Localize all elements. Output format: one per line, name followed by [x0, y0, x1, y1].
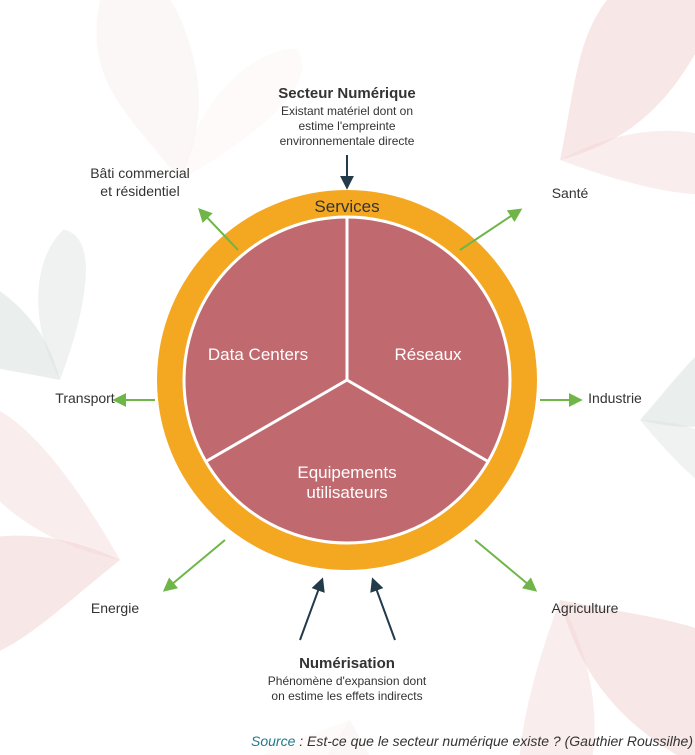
segment-label: Data Centers — [208, 345, 308, 364]
outward-sector-label: Transport — [0, 390, 175, 408]
source-citation: Source : Est-ce que le secteur numérique… — [251, 733, 693, 749]
outward-sector-label: Agriculture — [495, 600, 675, 618]
outward-sector-label: Bâti commercialet résidentiel — [50, 165, 230, 200]
bottom-annotation: NumérisationPhénomène d'expansion donton… — [227, 655, 467, 704]
pie-chart — [157, 190, 537, 570]
source-prefix: Source — [251, 733, 295, 749]
segment-label: Equipementsutilisateurs — [297, 463, 396, 502]
top-annotation: Secteur NumériqueExistant matériel dont … — [227, 85, 467, 149]
services-label: Services — [314, 197, 379, 216]
source-text: : Est-ce que le secteur numérique existe… — [295, 733, 693, 749]
outward-sector-label: Industrie — [525, 390, 695, 408]
segment-label: Réseaux — [394, 345, 462, 364]
outward-sector-label: Santé — [480, 185, 660, 203]
outward-sector-label: Energie — [25, 600, 205, 618]
